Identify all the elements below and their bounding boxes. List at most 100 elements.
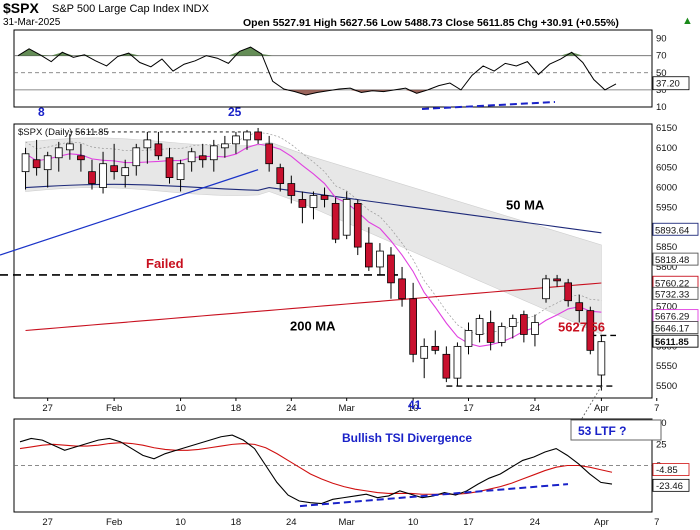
price-x-tick-10: 7 bbox=[654, 403, 659, 414]
price-x-tick-8: 24 bbox=[530, 403, 541, 414]
candle bbox=[409, 298, 417, 355]
price-y-tick-6: 5850 bbox=[656, 242, 677, 253]
candle bbox=[198, 155, 207, 161]
tsi-x-tick-3: 18 bbox=[231, 517, 242, 528]
low-count: 41 bbox=[408, 398, 422, 412]
price-x-tick-3: 18 bbox=[231, 403, 242, 414]
candle bbox=[77, 155, 85, 161]
candle bbox=[88, 171, 96, 184]
tsi-y-tick-1: 25 bbox=[656, 439, 667, 450]
price-y-tick-12: 5550 bbox=[656, 361, 677, 372]
candle bbox=[209, 145, 218, 161]
tsi-signal-line bbox=[19, 442, 613, 495]
price-x-tick-0: 27 bbox=[42, 403, 53, 414]
price-right-label-box bbox=[652, 252, 699, 266]
candle bbox=[320, 195, 329, 200]
tsi-x-tick-0: 27 bbox=[42, 517, 53, 528]
candle bbox=[353, 203, 362, 248]
fifty-ma-label: 50 MA bbox=[506, 197, 545, 212]
candle bbox=[32, 159, 41, 169]
candle bbox=[287, 183, 296, 196]
candle bbox=[21, 153, 30, 173]
date-label: 31-Mar-2025 bbox=[3, 17, 61, 28]
tsi-last-value-box bbox=[652, 478, 690, 492]
candle bbox=[387, 254, 395, 284]
candle bbox=[176, 163, 185, 180]
candle bbox=[121, 167, 130, 177]
index-name-label: S&P 500 Large Cap Index INDX bbox=[52, 3, 209, 15]
price-right-label-4: 5676.29 bbox=[655, 312, 689, 323]
up-arrow-icon: ▲ bbox=[682, 15, 693, 27]
candle bbox=[342, 199, 351, 236]
candle bbox=[453, 345, 462, 379]
tsi-last-value-box bbox=[652, 463, 690, 477]
upper-y-tick-0: 90 bbox=[656, 34, 667, 45]
ma200-line bbox=[25, 282, 602, 332]
callout-text: 53 LTF ? bbox=[578, 424, 626, 438]
price-x-tick-5: Mar bbox=[338, 403, 354, 414]
price-y-tick-4: 5950 bbox=[656, 202, 677, 213]
price-right-label-3: 5732.33 bbox=[655, 289, 689, 300]
upper-y-tick-2: 50 bbox=[656, 68, 667, 79]
candle bbox=[520, 314, 528, 335]
tsi-x-tick-1: Feb bbox=[106, 517, 122, 528]
candle bbox=[143, 139, 152, 149]
tsi-x-tick-8: 24 bbox=[530, 517, 541, 528]
tsi-divergence-label: Bullish TSI Divergence bbox=[342, 431, 472, 445]
upper-y-tick-10: 10 bbox=[656, 102, 667, 113]
candle bbox=[486, 322, 495, 343]
candle bbox=[365, 242, 373, 268]
ohlc-summary: Open 5527.91 High 5627.56 Low 5488.73 Cl… bbox=[243, 17, 619, 29]
tsi-x-tick-5: Mar bbox=[338, 517, 354, 528]
upper-divergence-line bbox=[421, 101, 556, 110]
candle bbox=[475, 318, 484, 335]
candle bbox=[575, 302, 584, 312]
price-right-label-2: 5760.22 bbox=[655, 278, 689, 289]
tsi-x-tick-7: 17 bbox=[463, 517, 474, 528]
price-y-tick-1: 6100 bbox=[656, 143, 677, 154]
tsi-x-tick-2: 10 bbox=[175, 517, 186, 528]
candle bbox=[531, 322, 539, 335]
candle bbox=[309, 195, 318, 208]
candle bbox=[154, 143, 163, 157]
price-y-tick-3: 6000 bbox=[656, 183, 677, 194]
candle bbox=[165, 157, 174, 179]
candle bbox=[431, 345, 440, 351]
price-legend: $SPX (Daily) 5611.85 bbox=[18, 127, 109, 138]
price-y-tick-2: 6050 bbox=[656, 163, 677, 174]
candle bbox=[398, 278, 406, 300]
tsi-last-value-1: -23.46 bbox=[656, 481, 683, 492]
price-right-label-box bbox=[652, 222, 699, 236]
candle bbox=[254, 131, 262, 141]
upper-oscillator-panel: 90 70 50 30 10 37.20 bbox=[13, 29, 690, 113]
price-right-label-1: 5818.48 bbox=[655, 255, 689, 266]
candle bbox=[221, 143, 229, 149]
price-y-tick-9: 5700 bbox=[656, 302, 677, 313]
tsi-x-tick-6: 10 bbox=[408, 517, 419, 528]
candle bbox=[243, 131, 251, 141]
price-x-tick-1: Feb bbox=[106, 403, 122, 414]
candle bbox=[54, 147, 63, 159]
price-x-tick-7: 17 bbox=[463, 403, 474, 414]
candle bbox=[564, 282, 572, 302]
candle bbox=[132, 147, 141, 167]
price-x-tick-9: Apr bbox=[594, 403, 609, 414]
upper-y-tick-1: 70 bbox=[656, 51, 667, 62]
symbol-label: $SPX bbox=[3, 0, 39, 16]
upper-last-value-box bbox=[652, 76, 690, 91]
candle bbox=[232, 135, 240, 145]
candle bbox=[553, 278, 561, 282]
candle bbox=[298, 199, 307, 208]
price-x-tick-2: 10 bbox=[175, 403, 186, 414]
tsi-last-value-0: -4.85 bbox=[656, 465, 678, 476]
failed-label: Failed bbox=[146, 256, 184, 271]
candle bbox=[110, 165, 118, 173]
two-hundred-ma-label: 200 MA bbox=[290, 318, 336, 333]
peak-count-1: 8 bbox=[38, 105, 45, 119]
upper-y-tick-3: 30 bbox=[656, 85, 667, 96]
candle bbox=[420, 345, 429, 359]
high-value-label: 5627.56 bbox=[558, 319, 605, 334]
candle bbox=[331, 203, 340, 240]
tsi-divergence-line bbox=[299, 483, 569, 508]
price-right-label-5: 5646.17 bbox=[655, 324, 689, 335]
